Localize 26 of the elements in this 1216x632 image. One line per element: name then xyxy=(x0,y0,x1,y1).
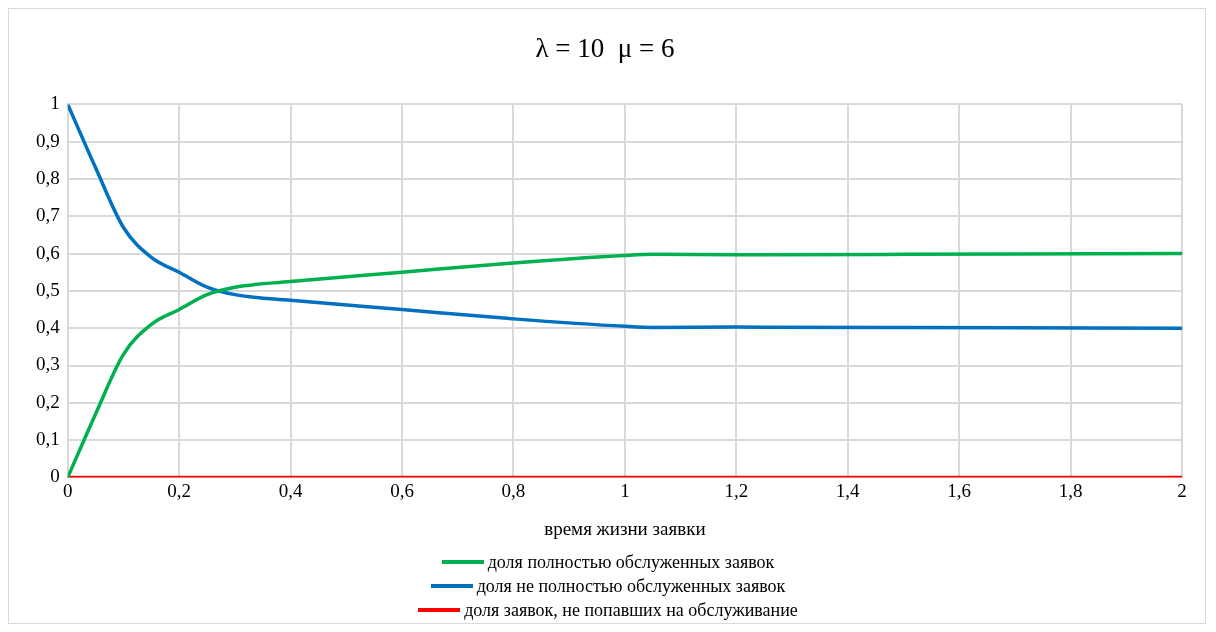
legend-label: доля не полностью обслуженных заявок xyxy=(476,575,786,597)
x-tick-label: 1,8 xyxy=(1058,479,1083,501)
x-tick-label: 1,4 xyxy=(835,479,861,501)
x-tick-label: 1,2 xyxy=(724,479,749,501)
y-tick-label: 0,1 xyxy=(36,428,60,450)
legend-label: доля заявок, не попавших на обслуживание xyxy=(464,599,798,621)
y-tick-label: 0,6 xyxy=(36,241,60,263)
y-tick-label: 0,4 xyxy=(36,316,61,338)
legend-label: доля полностью обслуженных заявок xyxy=(487,551,775,573)
y-tick-label: 0,3 xyxy=(36,353,60,375)
y-tick-label: 0,8 xyxy=(36,166,60,188)
y-tick-label: 1 xyxy=(50,92,60,114)
x-tick-label: 0,2 xyxy=(167,479,192,501)
x-axis-title: время жизни заявки xyxy=(544,517,706,539)
x-tick-label: 2 xyxy=(1177,479,1187,501)
y-tick-label: 0,5 xyxy=(36,278,60,300)
x-tick-label: 0,6 xyxy=(390,479,414,501)
y-tick-label: 0,7 xyxy=(36,204,60,226)
x-tick-label: 0,8 xyxy=(501,479,526,501)
x-tick-label: 0,4 xyxy=(278,479,303,501)
x-tick-label: 1 xyxy=(620,479,630,501)
y-tick-label: 0,2 xyxy=(36,390,60,412)
y-tick-label: 0,9 xyxy=(36,129,60,151)
y-tick-label: 0 xyxy=(50,465,60,487)
x-tick-label: 1,6 xyxy=(947,479,972,501)
chart-title: λ = 10 μ = 6 xyxy=(535,33,675,64)
